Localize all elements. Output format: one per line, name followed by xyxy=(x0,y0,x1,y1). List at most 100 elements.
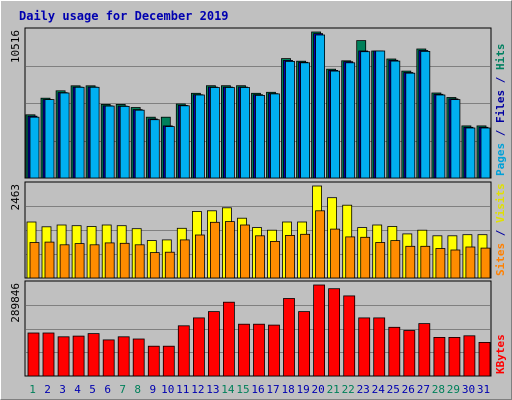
bar-sites-day-14 xyxy=(224,221,235,279)
y-max-label-requests: 10516 xyxy=(9,30,22,63)
bar-sites-day-18 xyxy=(285,234,295,279)
x-tick-label-day-21: 21 xyxy=(327,383,340,396)
x-tick-label-day-22: 22 xyxy=(342,383,355,396)
x-tick-label-day-15: 15 xyxy=(236,383,249,396)
bar-kbytes-day-29 xyxy=(448,336,461,377)
bar-sites-day-17 xyxy=(270,240,280,279)
bar-kbytes-day-17 xyxy=(268,324,280,377)
bar-pages-day-16 xyxy=(255,95,265,179)
bar-sites-day-11 xyxy=(179,239,190,279)
bar-kbytes-day-28 xyxy=(433,336,446,377)
y-max-label-visits: 2463 xyxy=(9,184,22,211)
legend-item: KBytes xyxy=(494,334,507,374)
x-tick-label-day-29: 29 xyxy=(447,383,460,396)
x-tick-label-day-23: 23 xyxy=(357,383,370,396)
bar-kbytes-day-20 xyxy=(313,284,326,377)
bar-pages-day-9 xyxy=(149,119,160,179)
x-tick-label-day-26: 26 xyxy=(402,383,415,396)
bar-pages-day-28 xyxy=(435,94,446,179)
bar-kbytes-day-6 xyxy=(102,339,115,377)
bar-kbytes-day-8 xyxy=(132,338,145,377)
x-tick-label-day-9: 9 xyxy=(149,383,156,396)
bar-kbytes-day-25 xyxy=(388,326,401,377)
bar-sites-day-25 xyxy=(390,240,401,279)
y-max-label-kbytes: 289846 xyxy=(9,283,22,323)
x-tick-label-day-31: 31 xyxy=(477,383,490,396)
bar-sites-day-3 xyxy=(59,244,70,279)
bar-sites-day-10 xyxy=(164,251,175,279)
x-tick-label-day-18: 18 xyxy=(281,383,294,396)
bar-sites-day-29 xyxy=(450,249,461,279)
bar-sites-day-4 xyxy=(74,243,85,279)
legend-visits: Sites / Visits xyxy=(494,183,507,276)
bar-pages-day-20 xyxy=(315,34,326,179)
bar-pages-day-22 xyxy=(345,62,356,179)
bar-pages-day-6 xyxy=(104,105,115,179)
bar-sites-day-16 xyxy=(255,235,265,279)
bar-kbytes-day-2 xyxy=(42,332,55,377)
bar-kbytes-day-26 xyxy=(403,330,416,377)
legend-requests: Pages / Files / Hits xyxy=(494,44,507,177)
bar-pages-day-5 xyxy=(89,86,100,179)
bar-pages-day-10 xyxy=(164,126,175,179)
bar-kbytes-day-18 xyxy=(283,298,295,377)
bar-pages-day-17 xyxy=(270,93,280,179)
legend-item: Pages xyxy=(494,143,507,176)
x-tick-label-day-30: 30 xyxy=(462,383,475,396)
bar-kbytes-day-9 xyxy=(147,345,160,377)
x-tick-label-day-28: 28 xyxy=(432,383,445,396)
bar-pages-day-2 xyxy=(44,99,55,179)
bar-kbytes-day-22 xyxy=(343,295,356,377)
bar-sites-day-15 xyxy=(240,224,250,279)
bar-pages-day-8 xyxy=(134,109,145,179)
bar-sites-day-22 xyxy=(345,236,356,279)
bar-pages-day-3 xyxy=(59,92,70,179)
bar-sites-day-6 xyxy=(104,242,115,279)
x-tick-label-day-17: 17 xyxy=(266,383,279,396)
bar-kbytes-day-12 xyxy=(192,317,205,377)
bar-kbytes-day-23 xyxy=(358,317,371,377)
legend-kbytes: KBytes xyxy=(494,334,507,374)
x-tick-label-day-24: 24 xyxy=(372,383,386,396)
bar-sites-day-5 xyxy=(89,244,100,279)
bar-kbytes-day-11 xyxy=(177,325,190,377)
bar-pages-day-1 xyxy=(29,116,40,179)
bar-kbytes-day-21 xyxy=(328,288,341,377)
chart-title: Daily usage for December 2019 xyxy=(19,9,229,23)
bar-sites-day-7 xyxy=(119,242,130,279)
bar-kbytes-day-24 xyxy=(373,317,386,377)
bar-sites-day-28 xyxy=(435,248,446,279)
bar-pages-day-31 xyxy=(480,127,491,179)
bar-pages-day-26 xyxy=(405,72,416,179)
bar-kbytes-day-15 xyxy=(238,323,250,377)
x-tick-label-day-6: 6 xyxy=(104,383,111,396)
bar-sites-day-20 xyxy=(315,210,326,279)
bar-pages-day-29 xyxy=(450,99,461,179)
x-tick-label-day-5: 5 xyxy=(89,383,96,396)
legend-item: / xyxy=(494,70,507,90)
bar-kbytes-day-13 xyxy=(207,311,220,377)
bar-kbytes-day-31 xyxy=(478,341,491,377)
x-tick-label-day-7: 7 xyxy=(119,383,126,396)
bar-kbytes-day-19 xyxy=(298,311,311,377)
x-tick-label-day-4: 4 xyxy=(74,383,81,396)
bar-pages-day-4 xyxy=(74,86,85,179)
x-tick-label-day-20: 20 xyxy=(311,383,324,396)
bar-kbytes-day-16 xyxy=(253,323,265,377)
x-tick-label-day-19: 19 xyxy=(296,383,309,396)
bar-sites-day-27 xyxy=(420,245,431,279)
x-tick-label-day-25: 25 xyxy=(387,383,400,396)
bar-pages-day-19 xyxy=(300,62,311,179)
bar-pages-day-24 xyxy=(375,50,386,179)
bar-pages-day-14 xyxy=(224,87,235,179)
bar-pages-day-11 xyxy=(179,105,190,179)
legend-item: / xyxy=(494,123,507,143)
bar-pages-day-23 xyxy=(360,51,371,179)
x-tick-label-day-12: 12 xyxy=(191,383,204,396)
x-tick-label-day-2: 2 xyxy=(44,383,51,396)
x-tick-label-day-3: 3 xyxy=(59,383,66,396)
bar-sites-day-30 xyxy=(465,246,476,279)
bar-sites-day-9 xyxy=(149,252,160,279)
